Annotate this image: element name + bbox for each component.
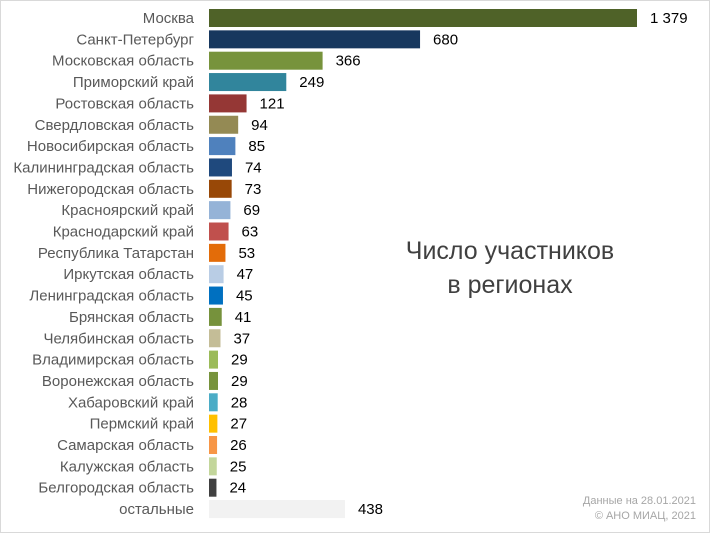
bar bbox=[209, 393, 218, 412]
source-footnote: Данные на 28.01.2021 © АНО МИАЦ, 2021 bbox=[583, 494, 696, 524]
bar bbox=[209, 51, 323, 70]
chart-title-line-1: Число участников bbox=[405, 237, 615, 265]
category-label: Свердловская область bbox=[35, 117, 195, 134]
bar bbox=[209, 329, 221, 348]
category-label: Красноярский край bbox=[61, 202, 194, 219]
category-label: Новосибирская область bbox=[27, 138, 194, 155]
category-label: Владимирская область bbox=[32, 352, 194, 369]
category-label: Челябинская область bbox=[43, 330, 194, 347]
bar bbox=[209, 222, 229, 241]
value-label: 69 bbox=[243, 202, 260, 219]
category-label: Белгородская область bbox=[38, 480, 194, 497]
bar bbox=[209, 73, 287, 92]
category-label: Иркутская область bbox=[63, 266, 194, 283]
category-label: Ленинградская область bbox=[29, 288, 194, 305]
category-label: Краснодарский край bbox=[53, 224, 194, 241]
value-label: 94 bbox=[251, 117, 268, 134]
chart-title-line-2: в регионах bbox=[447, 271, 573, 299]
value-label: 37 bbox=[233, 330, 250, 347]
value-label: 28 bbox=[231, 394, 248, 411]
bar bbox=[209, 158, 232, 177]
category-label: Московская область bbox=[52, 53, 194, 70]
bar bbox=[209, 307, 222, 326]
value-label: 249 bbox=[299, 74, 324, 91]
bar bbox=[209, 457, 217, 476]
value-label: 680 bbox=[433, 31, 458, 48]
category-label: Калужская область bbox=[60, 458, 194, 475]
value-label: 29 bbox=[231, 373, 248, 390]
bar bbox=[209, 179, 232, 198]
category-label: Республика Татарстан bbox=[38, 245, 194, 262]
bar bbox=[209, 436, 218, 454]
category-label: Приморский край bbox=[73, 74, 194, 91]
footnote-date: Данные на 28.01.2021 bbox=[582, 495, 696, 507]
value-label: 53 bbox=[238, 245, 255, 262]
category-label: Самарская область bbox=[57, 437, 194, 454]
value-label: 47 bbox=[237, 266, 254, 283]
value-label: 25 bbox=[230, 458, 247, 475]
value-label: 438 bbox=[358, 501, 383, 518]
footnote-copyright: © АНО МИАЦ, 2021 bbox=[594, 510, 696, 522]
bar bbox=[209, 286, 223, 305]
category-label: Санкт-Петербург bbox=[76, 31, 194, 48]
value-label: 45 bbox=[236, 288, 253, 305]
value-label: 85 bbox=[248, 138, 265, 155]
value-label: 27 bbox=[230, 416, 247, 433]
value-label: 366 bbox=[336, 53, 361, 70]
value-label: 24 bbox=[229, 480, 246, 497]
category-label: Пермский край bbox=[90, 416, 194, 433]
value-label: 29 bbox=[231, 352, 248, 369]
category-label: Москва bbox=[143, 10, 195, 27]
bar bbox=[209, 201, 231, 220]
value-label: 121 bbox=[260, 95, 285, 112]
value-label: 1 379 bbox=[650, 10, 688, 27]
bar bbox=[209, 414, 218, 433]
category-label: Нижегородская область bbox=[27, 181, 194, 198]
bar bbox=[209, 371, 219, 390]
bar bbox=[209, 9, 637, 27]
value-label: 41 bbox=[235, 309, 252, 326]
chart-title: Число участников в регионах bbox=[380, 234, 640, 302]
category-label: Калининградская область bbox=[13, 159, 194, 176]
value-label: 26 bbox=[230, 437, 247, 454]
category-label: остальные bbox=[119, 501, 194, 518]
category-label: Воронежская область bbox=[42, 373, 194, 390]
value-label: 73 bbox=[245, 181, 262, 198]
bar bbox=[209, 350, 219, 369]
category-label: Хабаровский край bbox=[68, 394, 194, 411]
bar bbox=[209, 243, 226, 262]
category-label: Брянская область bbox=[69, 309, 194, 326]
bar bbox=[209, 500, 345, 519]
value-label: 63 bbox=[242, 224, 259, 241]
bar bbox=[209, 137, 236, 156]
bar bbox=[209, 94, 247, 113]
bar bbox=[209, 115, 239, 134]
bar bbox=[209, 30, 421, 49]
bar bbox=[209, 265, 224, 284]
value-label: 74 bbox=[245, 159, 262, 176]
category-label: Ростовская область bbox=[55, 95, 194, 112]
bar bbox=[209, 478, 217, 497]
